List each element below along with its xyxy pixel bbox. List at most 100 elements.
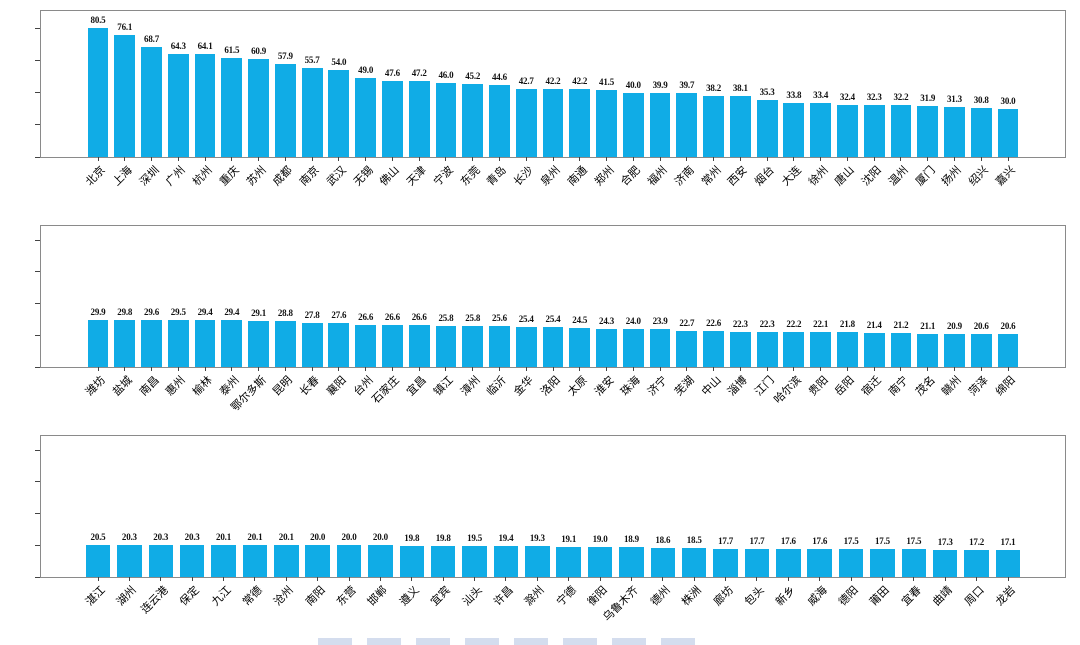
- bar-value-label: 22.7: [679, 318, 695, 329]
- x-tick-label: 周口: [962, 584, 987, 609]
- bar: [368, 545, 393, 577]
- bar-value-label: 24.3: [599, 315, 614, 326]
- bar-value-label: 46.0: [438, 70, 454, 81]
- bar: [85, 544, 111, 577]
- y-tick-mark: [35, 124, 40, 126]
- bar: [836, 332, 858, 367]
- bar-value-label: 21.4: [866, 320, 882, 331]
- x-tick-label: 南通: [565, 164, 590, 189]
- bar: [870, 549, 895, 577]
- bar: [783, 102, 805, 157]
- bar: [408, 81, 430, 157]
- bar-value-label: 22.3: [759, 318, 775, 329]
- x-tick-label: 保定: [177, 584, 202, 609]
- bar: [141, 320, 162, 367]
- bar-value-label: 19.8: [435, 532, 451, 543]
- x-tick-mark: [418, 157, 420, 161]
- bar: [756, 100, 778, 157]
- x-tick-mark: [231, 157, 233, 161]
- x-tick-mark: [787, 577, 789, 581]
- bar: [328, 70, 350, 157]
- bar-value-label: 25.6: [491, 313, 507, 324]
- x-tick-mark: [411, 577, 413, 581]
- x-tick-label: 唐山: [833, 164, 858, 189]
- x-tick-mark: [686, 367, 688, 371]
- x-tick-mark: [525, 157, 527, 161]
- y-tick-mark: [35, 513, 40, 515]
- bar-value-label: 20.3: [184, 531, 200, 542]
- bar-value-label: 49.0: [358, 65, 374, 76]
- x-tick-mark: [913, 577, 915, 581]
- x-tick-mark: [1007, 157, 1009, 161]
- y-tick-mark: [35, 156, 40, 158]
- x-tick-label: 昆明: [271, 374, 296, 399]
- x-tick-mark: [900, 367, 902, 371]
- x-tick-mark: [204, 157, 206, 161]
- bar-value-label: 19.0: [592, 533, 608, 544]
- x-tick-label: 常州: [699, 164, 724, 189]
- x-tick-label: 南昌: [137, 374, 162, 399]
- x-tick-mark: [927, 157, 929, 161]
- bar-value-label: 25.4: [545, 313, 561, 324]
- x-tick-label: 威海: [805, 584, 830, 609]
- bar-value-label: 55.7: [304, 54, 320, 65]
- x-tick-label: 温州: [886, 164, 911, 189]
- x-tick-label: 南宁: [886, 374, 911, 399]
- bar: [863, 105, 885, 157]
- bar: [87, 319, 109, 367]
- x-tick-mark: [976, 577, 978, 581]
- x-tick-mark: [686, 157, 688, 161]
- bar-value-label: 60.9: [251, 46, 267, 57]
- x-tick-mark: [599, 577, 601, 581]
- bar: [515, 88, 537, 157]
- x-tick-label: 西安: [726, 164, 751, 189]
- x-tick-mark: [97, 157, 99, 161]
- x-tick-mark: [442, 577, 444, 581]
- bar-value-label: 32.3: [866, 92, 882, 103]
- x-tick-mark: [97, 577, 99, 581]
- x-tick-label: 长春: [297, 374, 322, 399]
- y-tick-mark: [35, 28, 40, 30]
- x-tick-label: 包头: [742, 584, 767, 609]
- x-tick-mark: [944, 577, 946, 581]
- bar: [489, 85, 510, 157]
- bar-value-label: 29.4: [197, 307, 213, 318]
- bar: [810, 332, 832, 367]
- x-tick-label: 宁波: [431, 164, 456, 189]
- x-tick-mark: [606, 367, 608, 371]
- x-tick-mark: [873, 367, 875, 371]
- x-tick-mark: [223, 577, 225, 581]
- x-tick-label: 连云港: [138, 584, 171, 617]
- bar: [997, 334, 1019, 367]
- x-tick-mark: [391, 157, 393, 161]
- bar: [619, 547, 644, 577]
- x-tick-mark: [338, 157, 340, 161]
- bar: [462, 546, 487, 577]
- x-tick-label: 岳阳: [833, 374, 858, 399]
- bar: [355, 324, 377, 367]
- x-tick-mark: [766, 367, 768, 371]
- x-tick-mark: [713, 367, 715, 371]
- x-tick-label: 德阳: [836, 584, 861, 609]
- x-tick-label: 淄博: [726, 374, 751, 399]
- x-tick-label: 南阳: [303, 584, 328, 609]
- bar: [515, 326, 537, 367]
- bar: [970, 107, 992, 157]
- bar: [435, 83, 457, 157]
- bar-value-label: 17.7: [718, 535, 734, 546]
- bar: [703, 331, 725, 367]
- bar: [649, 93, 671, 157]
- x-tick-mark: [258, 157, 260, 161]
- bar: [211, 545, 236, 577]
- x-tick-label: 洛阳: [538, 374, 563, 399]
- bar-value-label: 29.8: [117, 306, 133, 317]
- x-tick-mark: [160, 577, 162, 581]
- bar-value-label: 39.7: [679, 80, 695, 91]
- bar-chart-panel-top: 80.5 北京 76.1 上海 68.7 深圳 64.3 广州 64.1 杭州 61.5 重庆 60.9…: [35, 10, 1066, 188]
- bar-value-label: 19.1: [561, 533, 577, 544]
- x-tick-label: 福州: [645, 164, 670, 189]
- y-tick-mark: [35, 449, 40, 451]
- bar-value-label: 25.8: [438, 313, 454, 324]
- x-tick-label: 杭州: [190, 164, 215, 189]
- bar: [167, 53, 189, 157]
